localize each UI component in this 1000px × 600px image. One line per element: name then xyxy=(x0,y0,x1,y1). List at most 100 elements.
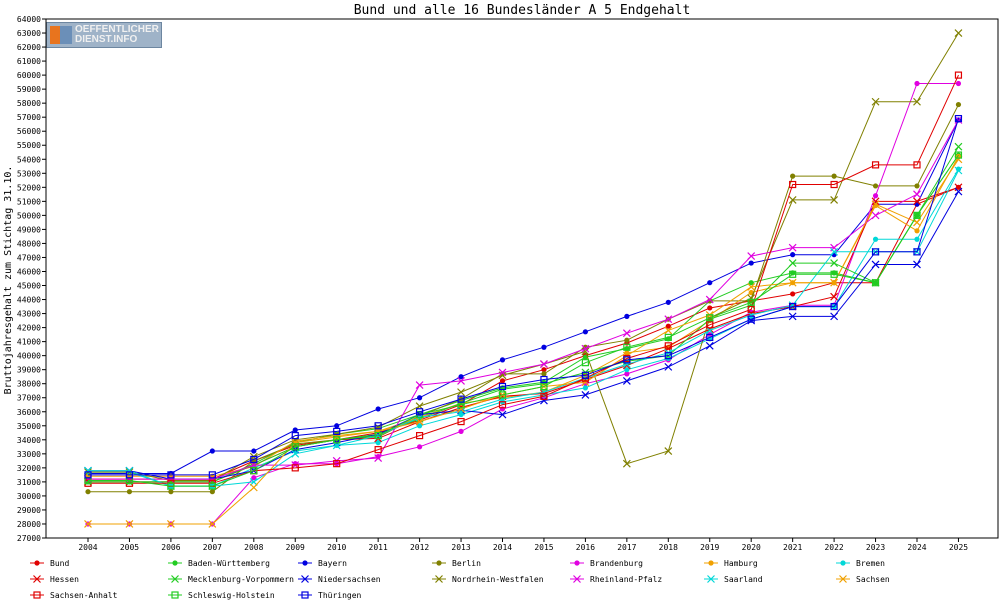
series-line xyxy=(88,74,959,484)
legend-marker xyxy=(573,575,581,583)
data-point xyxy=(581,371,590,379)
data-point xyxy=(291,432,299,440)
legend-label: Bremen xyxy=(856,559,885,568)
data-point xyxy=(790,252,796,258)
data-point xyxy=(871,260,880,269)
data-point xyxy=(830,278,839,287)
legend-item: Schleswig-Holstein xyxy=(168,591,275,600)
data-point xyxy=(84,471,92,479)
y-tick-label: 36000 xyxy=(17,408,41,417)
legend-marker xyxy=(33,591,41,599)
series-line xyxy=(88,119,959,474)
data-point xyxy=(913,161,921,169)
x-tick-label: 2022 xyxy=(824,543,843,552)
x-tick-label: 2021 xyxy=(783,543,802,552)
data-point xyxy=(541,367,547,373)
logo-mark-icon xyxy=(50,26,72,44)
data-point xyxy=(540,392,548,400)
data-point xyxy=(747,298,755,306)
data-point xyxy=(251,475,257,481)
data-point xyxy=(747,282,756,291)
data-point xyxy=(374,432,382,440)
data-point xyxy=(624,367,630,373)
data-point xyxy=(788,259,797,267)
data-point xyxy=(871,197,880,206)
data-point xyxy=(789,270,797,278)
y-tick-label: 45000 xyxy=(17,282,41,291)
data-point xyxy=(417,395,423,401)
data-point xyxy=(954,114,963,123)
y-tick-label: 32000 xyxy=(17,464,41,473)
series-line xyxy=(88,170,959,487)
data-point xyxy=(498,368,507,377)
data-point xyxy=(291,443,299,451)
data-point xyxy=(706,321,714,329)
legend-label: Brandenburg xyxy=(590,559,643,568)
y-tick-label: 35000 xyxy=(17,422,41,431)
data-point xyxy=(166,520,175,528)
y-tick-label: 62000 xyxy=(17,43,41,52)
series-saarland xyxy=(84,166,963,491)
data-point xyxy=(872,193,879,199)
y-tick-label: 50000 xyxy=(17,211,41,220)
series-niedersachsen xyxy=(84,187,963,484)
data-point xyxy=(914,80,920,87)
legend-label: Berlin xyxy=(452,559,481,568)
data-point xyxy=(623,343,631,351)
y-tick-label: 43000 xyxy=(17,310,41,319)
data-point xyxy=(84,475,92,484)
legend-marker xyxy=(33,575,41,583)
x-tick-label: 2024 xyxy=(907,543,926,552)
x-tick-label: 2018 xyxy=(659,543,678,552)
plot-frame xyxy=(45,18,999,539)
series-line xyxy=(88,168,959,487)
x-tick-label: 2007 xyxy=(203,543,222,552)
y-tick-label: 47000 xyxy=(17,253,41,262)
data-point xyxy=(333,436,341,444)
data-point xyxy=(622,329,631,338)
series-brandenburg xyxy=(85,80,962,527)
y-tick-label: 40000 xyxy=(17,352,41,361)
logo-line-2: DIENST.INFO xyxy=(75,34,138,45)
legend-item: Nordrhein-Westfalen xyxy=(432,575,544,584)
data-point xyxy=(872,236,879,242)
legend-marker xyxy=(171,575,179,583)
series-line xyxy=(88,146,959,483)
legend-label: Sachsen xyxy=(856,575,890,584)
data-point xyxy=(830,270,838,278)
data-point xyxy=(622,459,631,468)
data-point xyxy=(249,477,258,486)
data-point xyxy=(85,489,91,495)
legend-marker xyxy=(435,575,443,583)
y-tick-label: 56000 xyxy=(17,127,41,136)
data-point xyxy=(830,180,838,189)
series-sachsen xyxy=(84,155,963,528)
data-point xyxy=(498,391,507,399)
x-tick-label: 2004 xyxy=(78,543,97,552)
legend-marker xyxy=(840,560,846,566)
data-point xyxy=(498,410,507,419)
x-tick-label: 2017 xyxy=(617,543,636,552)
data-point xyxy=(333,427,341,435)
data-point xyxy=(789,302,797,311)
legend-item: Hessen xyxy=(30,575,79,584)
legend-item: Hamburg xyxy=(704,559,758,568)
data-point xyxy=(914,183,920,189)
legend-marker xyxy=(436,560,442,566)
data-point xyxy=(250,467,258,475)
data-point xyxy=(830,247,839,256)
series-sachsen-anhalt xyxy=(84,71,963,487)
data-point xyxy=(830,312,839,321)
legend-item: Saarland xyxy=(704,575,763,584)
series-line xyxy=(88,186,959,480)
data-point xyxy=(623,356,631,364)
series-line xyxy=(88,83,959,525)
data-point xyxy=(499,406,506,412)
data-point xyxy=(748,260,754,266)
legend-item: Berlin xyxy=(432,559,481,568)
data-point xyxy=(913,211,921,219)
data-point xyxy=(126,489,133,495)
data-point xyxy=(871,279,880,287)
y-tick-label: 42000 xyxy=(17,324,41,333)
legend-marker xyxy=(301,575,309,583)
